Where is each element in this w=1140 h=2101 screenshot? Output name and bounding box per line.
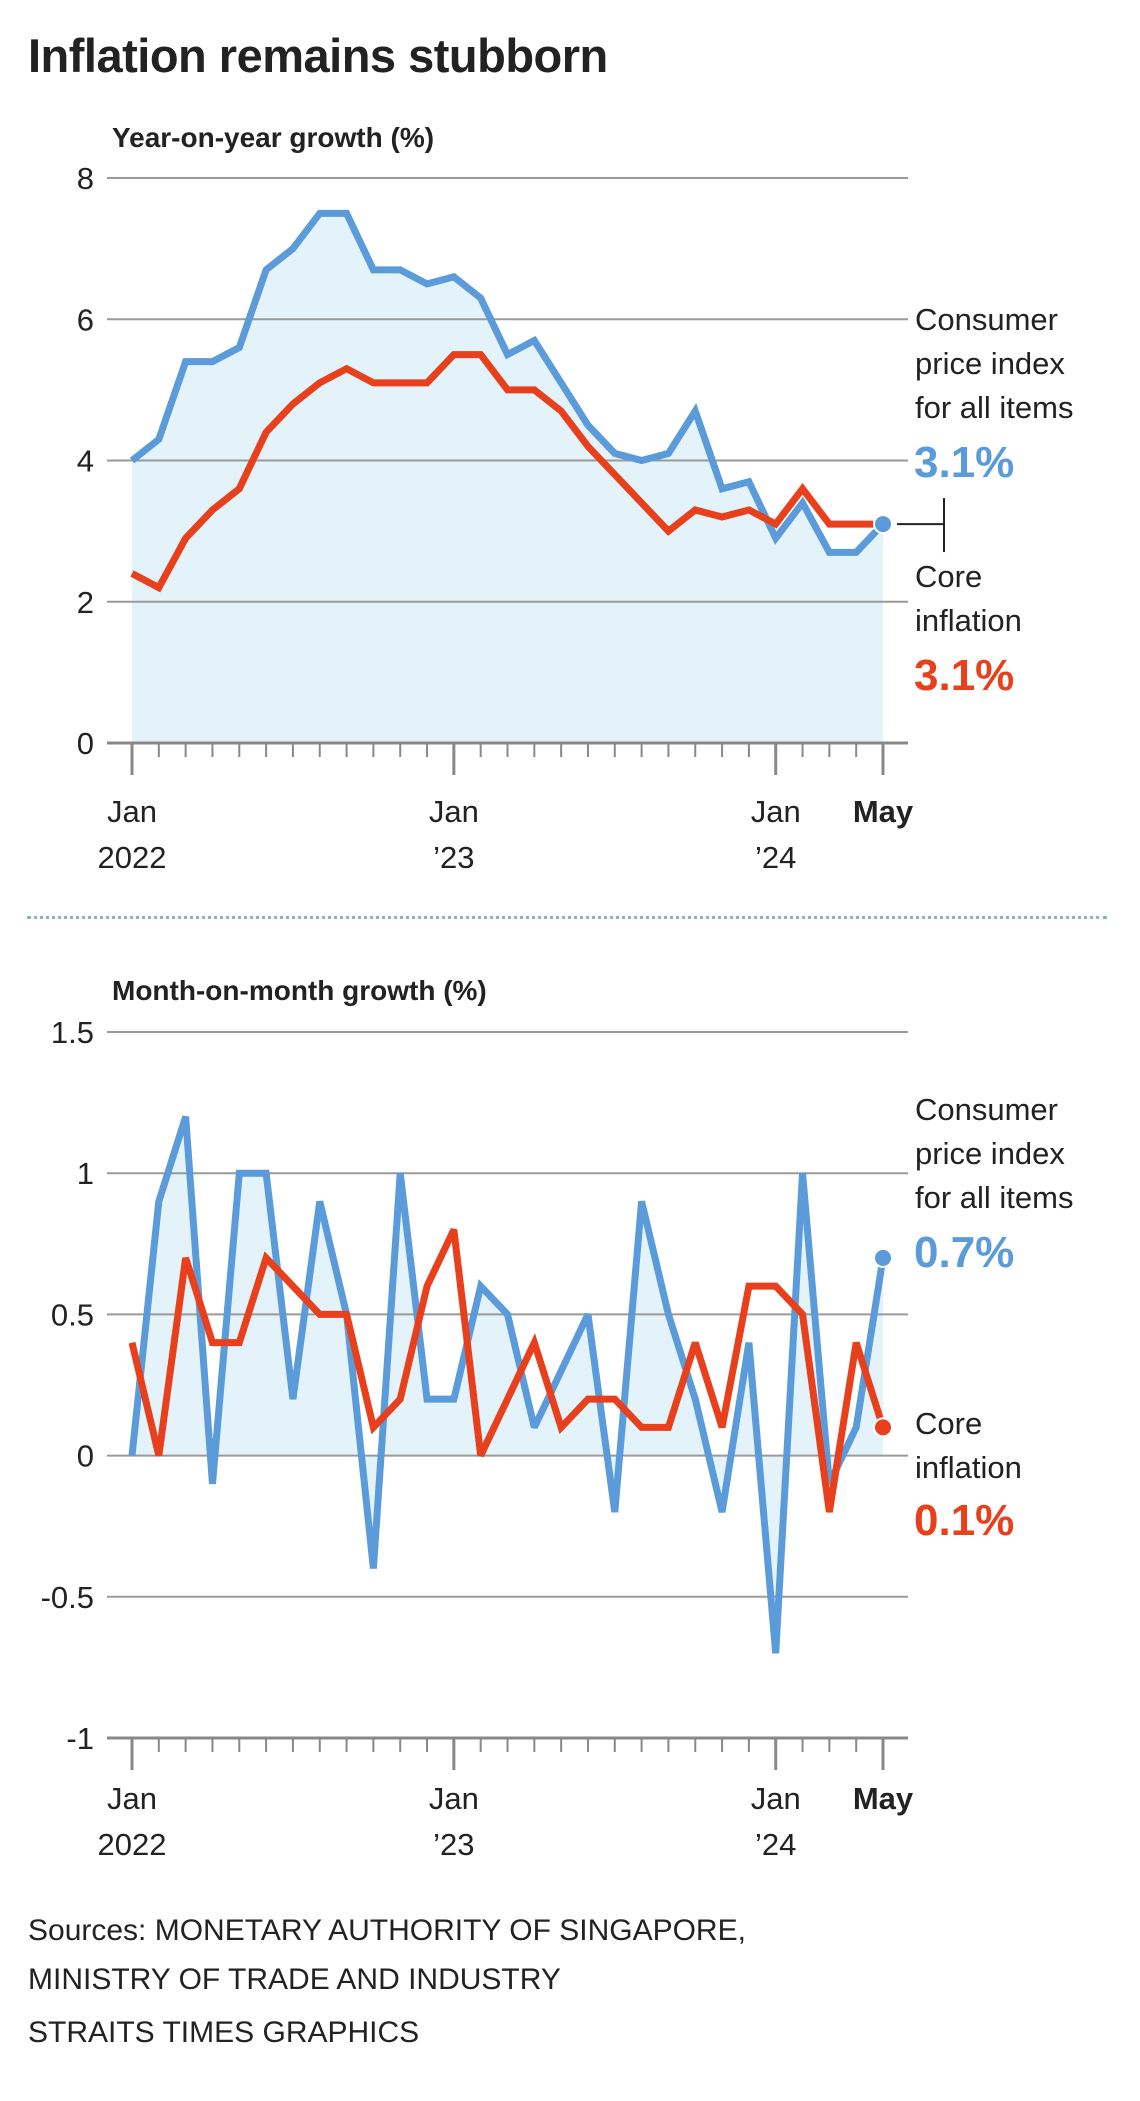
mom-cpi-label-1: Consumer [915,1092,1058,1127]
yoy-core-label-1: Core [915,559,983,594]
mom-ytick-label: -0.5 [41,1580,94,1615]
yoy-cpi-value: 3.1% [914,438,1015,487]
mom-ytick-label: 1 [77,1156,94,1191]
mom-core-label-2: inflation [915,1450,1022,1485]
mom-xtick-label: Jan [107,1781,157,1816]
mom-ytick-label: 1.5 [51,1015,94,1050]
mom-xtick-label: Jan [429,1781,479,1816]
yoy-core-label-2: inflation [915,603,1022,638]
mom-core-value: 0.1% [914,1496,1015,1545]
sources-line-3: STRAITS TIMES GRAPHICS [28,2016,420,2049]
yoy-xtick-label: Jan [751,794,801,829]
mom-xtick-label: Jan [751,1781,801,1816]
mom-core-end-dot [873,1417,893,1438]
mom-cpi-end-dot [873,1247,893,1268]
yoy-xtick-label: May [853,794,914,829]
yoy-ytick-label: 8 [77,161,94,196]
yoy-cpi-label-1: Consumer [915,302,1058,337]
yoy-cpi-line [129,209,886,556]
yoy-xtick-label-year: 2022 [98,840,167,875]
yoy-xtick-label: Jan [429,794,479,829]
yoy-core-value: 3.1% [914,651,1015,700]
section-divider [27,916,1107,919]
yoy-xtick-label-year: ’23 [433,840,474,875]
mom-chart-title: Month-on-month growth (%) [112,975,487,1006]
yoy-ytick-label: 2 [77,585,94,620]
yoy-cpi-end-dot [873,514,893,535]
mom-cpi-area [132,1116,883,1654]
yoy-xtick-label: Jan [107,794,157,829]
yoy-ytick-label: 4 [77,444,94,479]
yoy-chart-title: Year-on-year growth (%) [112,122,435,153]
yoy-cpi-area [132,213,883,743]
mom-xtick-label-year: ’24 [755,1827,796,1862]
mom-ytick-label: -1 [66,1721,94,1756]
mom-ytick-label: 0.5 [51,1297,94,1332]
mom-core-line [128,1228,887,1513]
mom-cpi-value: 0.7% [914,1228,1015,1277]
yoy-xtick-label-year: ’24 [755,840,796,875]
mom-cpi-label-2: price index [915,1136,1065,1171]
mom-cpi-line [128,1115,887,1654]
yoy-ytick-label: 0 [77,726,94,761]
mom-core-label-1: Core [915,1406,983,1441]
mom-xtick-label-year: 2022 [98,1827,167,1862]
yoy-cpi-label-3: for all items [915,390,1074,425]
mom-xtick-label: May [853,1781,914,1816]
mom-cpi-label-3: for all items [915,1180,1074,1215]
sources-line-1: Sources: MONETARY AUTHORITY OF SINGAPORE… [28,1914,746,1947]
yoy-cpi-label-2: price index [915,346,1065,381]
mom-ytick-label: 0 [77,1439,94,1474]
sources-line-2: MINISTRY OF TRADE AND INDUSTRY [28,1963,561,1996]
page-title: Inflation remains stubborn [28,29,608,82]
mom-xtick-label-year: ’23 [433,1827,474,1862]
yoy-core-line [130,351,883,593]
yoy-ytick-label: 6 [77,302,94,337]
